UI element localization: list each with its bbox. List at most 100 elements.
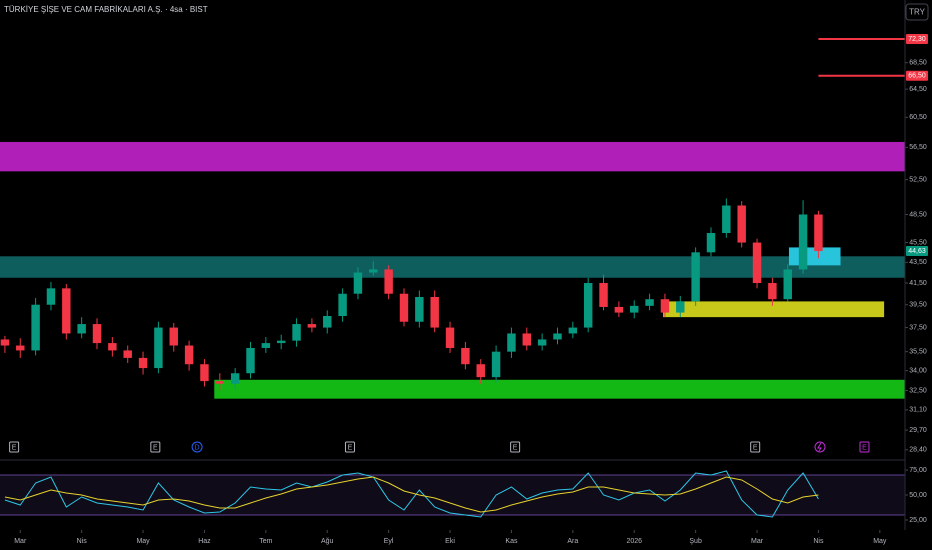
candle-body [261,343,271,348]
zone [0,141,905,172]
y-tick-label: 32,50 [909,387,927,394]
candle-body [338,293,347,316]
candle-body [246,347,255,374]
candle-body [46,288,56,305]
y-tick-label: 29,70 [909,427,927,434]
earnings-marker [150,441,161,453]
candle-body [599,283,608,307]
candle-body [445,327,455,348]
candle-body [568,327,578,334]
candle-body [660,299,670,313]
candle-body [353,272,363,294]
candle-body [31,304,40,351]
y-tick-label: 34,00 [909,367,927,374]
candle-body [123,350,132,358]
candle-body [676,301,685,313]
candle-body [384,269,393,294]
y-tick-label: 68,50 [909,60,927,67]
currency-button[interactable] [905,3,929,21]
candle-body [138,357,148,369]
rsi-tick-label: 25,00 [909,517,927,524]
candle-body [169,327,178,346]
last-price-label: 44,63 [908,248,926,255]
rsi-band [0,475,905,515]
candle-body [276,340,286,344]
event-label[interactable]: E [513,444,518,451]
event-label[interactable]: E [12,444,17,451]
price-tag [906,70,928,81]
earnings-marker [344,441,355,453]
dividend-marker [191,441,203,453]
candle-body [553,333,562,340]
price-tag-label: 72,30 [908,36,926,43]
candle-body [583,283,593,328]
lightning-icon [817,442,822,452]
event-label[interactable]: E [153,444,158,451]
chart-title: TÜRKİYE ŞİŞE VE CAM FABRİKALARI A.Ş. · 4… [4,5,208,14]
rsi-line [4,476,819,513]
candle-body [430,297,439,328]
x-tick-label: May [136,538,150,545]
candle-body [814,214,823,252]
y-tick-label: 64,50 [909,86,927,93]
y-tick-label: 52,50 [909,176,927,183]
candle-body [752,242,762,284]
candle-body [537,339,547,346]
candle-body [722,205,731,234]
x-tick-label: Ara [567,538,578,545]
candle-body [768,283,777,300]
zones [0,141,906,399]
earnings-marker [750,441,761,453]
x-tick-label: Eyl [384,538,394,545]
earnings-marker [859,441,870,453]
candle-body [399,293,409,322]
candle-body [522,333,532,346]
candle-body [307,324,317,328]
axis: 68,50 64,50 60,50 56,50 52,50 48,50 45,50 43,50… [14,33,928,545]
zone [663,301,885,318]
last-price-tag [906,246,928,257]
x-tick-label: Ağu [321,538,334,545]
candle-body [415,297,424,322]
news-icon[interactable] [814,441,826,453]
candle-body [62,288,71,334]
candle-body [507,333,516,352]
candle-body [0,339,10,346]
x-tick-label: Nis [77,538,88,545]
y-tick-label: 41,50 [909,280,927,287]
candle-body [200,364,209,382]
candle-body [77,324,86,334]
event-label[interactable]: D [195,444,200,451]
x-tick-label: 2026 [626,538,642,545]
event-label[interactable]: E [753,444,758,451]
y-tick-label: 39,50 [909,302,927,309]
rsi-tick-label: 50,00 [909,492,927,499]
candle-body [292,324,301,341]
candle-body [798,214,808,270]
candle-body [184,345,194,365]
candle-body [230,373,240,384]
event-label[interactable]: E [348,444,353,451]
y-tick-label: 48,50 [909,211,927,218]
price-tag [906,33,928,44]
candle-body [461,347,470,365]
candle-body [645,299,654,306]
y-tick-label: 43,50 [909,259,927,266]
x-tick-label: Eki [445,538,455,545]
y-tick-label: 45,50 [909,239,927,246]
earnings-marker [510,441,521,453]
y-tick-label: 35,50 [909,349,927,356]
candle-body [783,269,792,300]
x-tick-label: Tem [259,538,272,545]
rsi-line [4,470,819,518]
candle-body [737,205,746,243]
currency-label[interactable]: TRY [909,8,926,17]
event-label[interactable]: E [862,444,867,451]
x-tick-label: Kas [505,538,518,545]
y-tick-label: 37,50 [909,324,927,331]
candle-body [630,305,639,313]
candle-body [154,327,163,369]
candle-body [491,351,501,378]
zone [0,256,905,278]
